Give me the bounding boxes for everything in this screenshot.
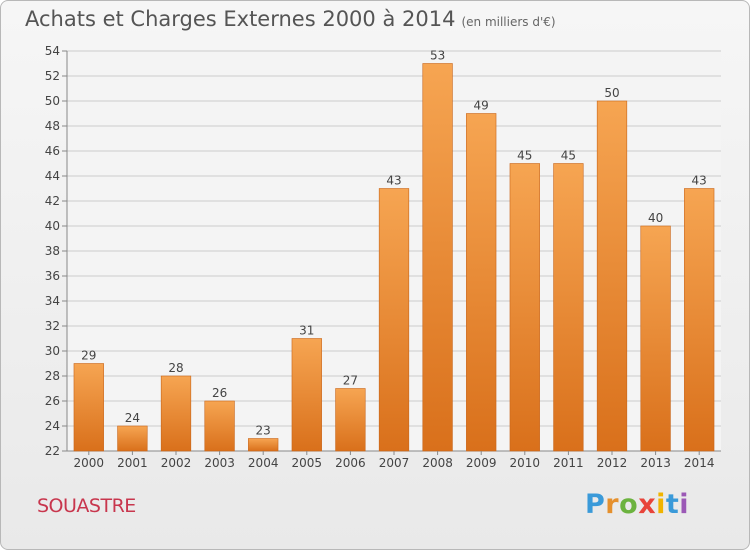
data-label: 29	[81, 349, 96, 363]
data-label: 50	[604, 86, 619, 100]
y-tick-label: 54	[45, 44, 60, 58]
x-tick-label: 2012	[597, 456, 628, 470]
x-tick-label: 2003	[204, 456, 235, 470]
bar	[248, 438, 279, 452]
x-tick-label: 2005	[292, 456, 323, 470]
chart-unit: (en milliers d'€)	[461, 15, 556, 29]
y-tick-label: 52	[45, 69, 60, 83]
bar	[160, 375, 192, 452]
bar	[422, 63, 453, 452]
data-label: 26	[212, 386, 227, 400]
data-label: 40	[648, 211, 663, 225]
data-label: 45	[517, 149, 532, 163]
chart-title-text: Achats et Charges Externes 2000 à 2014	[25, 7, 456, 31]
x-tick-label: 2014	[684, 456, 715, 470]
y-tick-label: 26	[45, 394, 60, 408]
data-label: 43	[692, 174, 707, 188]
y-tick-label: 36	[45, 269, 60, 283]
x-tick-label: 2013	[640, 456, 671, 470]
x-tick-label: 2011	[553, 456, 584, 470]
bar	[553, 163, 584, 452]
logo-letter: i	[656, 489, 666, 520]
y-tick-label: 48	[45, 119, 60, 133]
bar	[117, 425, 148, 452]
x-tick-label: 2002	[161, 456, 192, 470]
bar	[73, 363, 104, 452]
logo-letter: x	[638, 489, 657, 520]
bar	[378, 188, 410, 452]
data-label: 43	[386, 174, 401, 188]
bar	[509, 163, 540, 452]
data-label: 49	[474, 99, 489, 113]
data-label: 24	[125, 411, 140, 425]
x-tick-label: 2006	[335, 456, 366, 470]
bar	[684, 188, 715, 452]
data-label: 23	[256, 424, 271, 438]
y-tick-label: 22	[45, 444, 60, 458]
bar	[640, 225, 671, 452]
place-name: SOUASTRE	[37, 495, 136, 517]
data-label: 53	[430, 49, 445, 63]
y-tick-label: 46	[45, 144, 60, 158]
data-label: 31	[299, 324, 314, 338]
y-tick-label: 30	[45, 344, 60, 358]
x-tick-label: 2009	[466, 456, 497, 470]
y-tick-label: 44	[45, 169, 60, 183]
proxiti-logo: Proxiti	[585, 489, 689, 520]
bar	[466, 113, 497, 452]
x-tick-label: 2004	[248, 456, 279, 470]
logo-letter: i	[679, 489, 690, 520]
bar	[335, 388, 366, 452]
bar	[291, 338, 322, 452]
data-label: 45	[561, 149, 576, 163]
y-tick-label: 34	[45, 294, 60, 308]
x-tick-label: 2001	[117, 456, 148, 470]
bar	[204, 400, 235, 452]
bar	[596, 100, 628, 452]
chart-title: Achats et Charges Externes 2000 à 2014 (e…	[25, 7, 556, 31]
logo-letter: P	[585, 489, 606, 520]
x-tick-label: 2010	[510, 456, 541, 470]
y-tick-label: 24	[45, 419, 60, 433]
y-tick-label: 40	[45, 219, 60, 233]
data-label: 27	[343, 374, 358, 388]
x-tick-label: 2008	[422, 456, 453, 470]
y-tick-label: 42	[45, 194, 60, 208]
y-tick-label: 28	[45, 369, 60, 383]
logo-letter: t	[665, 489, 680, 520]
y-tick-label: 38	[45, 244, 60, 258]
x-tick-label: 2000	[74, 456, 105, 470]
x-tick-label: 2007	[379, 456, 410, 470]
data-label: 28	[168, 361, 183, 375]
y-tick-label: 32	[45, 319, 60, 333]
y-tick-label: 50	[45, 94, 60, 108]
logo-letter: o	[619, 489, 639, 520]
logo-letter: r	[605, 489, 620, 520]
